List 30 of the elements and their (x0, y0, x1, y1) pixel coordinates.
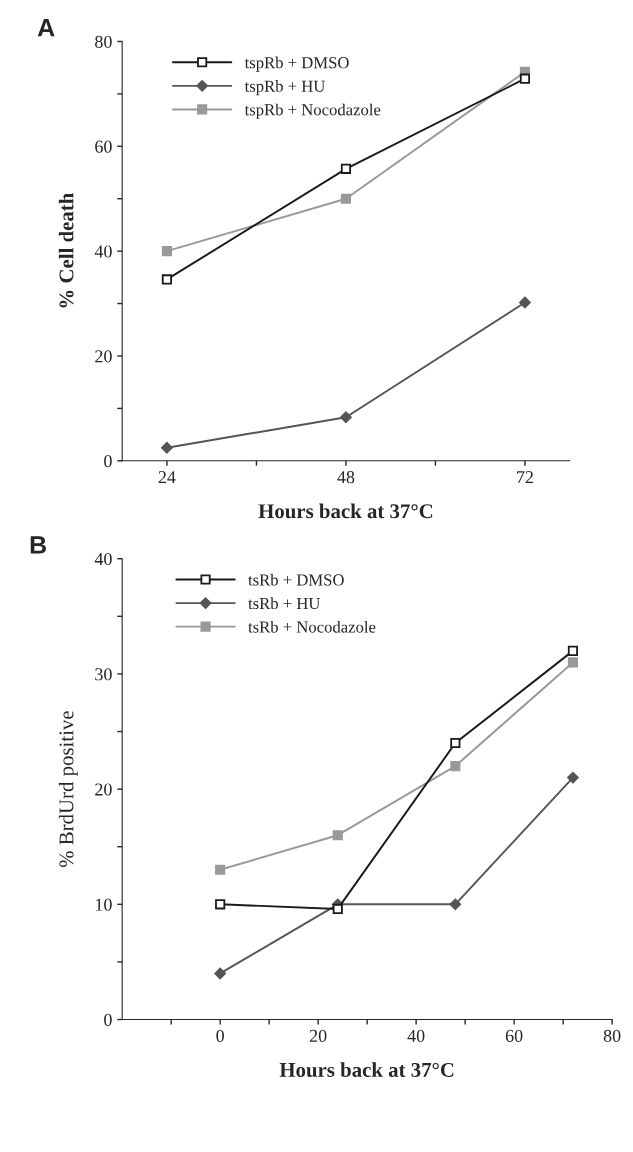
chart-title: B (30, 536, 46, 554)
chart-title: A (37, 19, 55, 37)
y-tick-label: 40 (94, 552, 112, 566)
legend-label: tspRb + DMSO (244, 56, 349, 72)
y-tick-label: 80 (95, 35, 112, 48)
y-tick-label: 0 (104, 455, 112, 468)
x-tick-label: 0 (216, 1029, 224, 1042)
x-tick-label: 80 (603, 1029, 621, 1042)
y-tick-label: 20 (95, 350, 112, 363)
y-tick-label: 0 (104, 1013, 112, 1026)
x-tick-label: 60 (505, 1029, 523, 1042)
legend-label: tsRb + HU (248, 597, 321, 610)
legend-label: tsRb + Nocodazole (248, 620, 376, 633)
y-tick-label: 60 (95, 140, 112, 153)
legend-label: tspRb + Nocodazole (244, 103, 381, 119)
y-axis-title: % Cell death (58, 193, 74, 308)
y-tick-label: 20 (95, 783, 112, 796)
y-tick-label: 30 (95, 668, 112, 681)
legend-label: tsRb + DMSO (248, 573, 344, 586)
y-axis-title: % BrdUrd positive (58, 711, 78, 868)
x-axis-title: Hours back at 37°C (279, 1062, 454, 1077)
legend-label: tspRb + HU (244, 80, 325, 96)
x-axis-title: Hours back at 37°C (258, 503, 433, 519)
x-tick-label: 40 (407, 1029, 425, 1042)
y-tick-label: 40 (94, 245, 112, 258)
x-tick-label: 72 (517, 471, 533, 484)
x-tick-label: 20 (309, 1029, 327, 1042)
x-tick-label: 24 (158, 471, 176, 484)
x-tick-label: 48 (337, 471, 355, 484)
y-tick-label: 10 (95, 898, 112, 911)
